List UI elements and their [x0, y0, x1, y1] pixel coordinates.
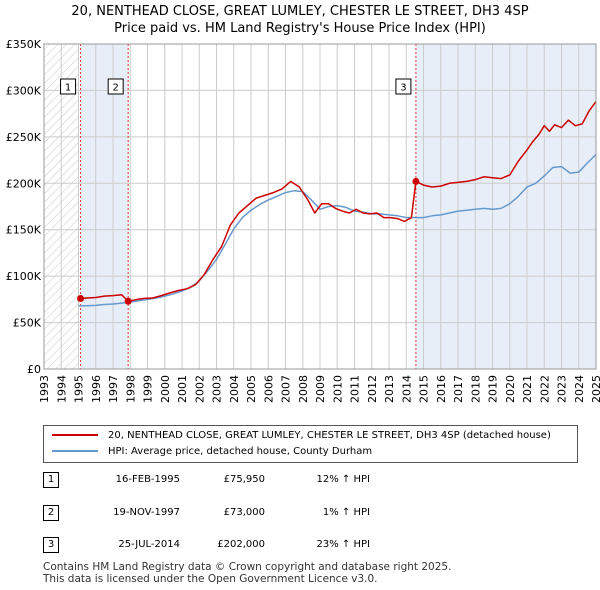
x-tick-label: 2017 [452, 375, 465, 403]
legend-label-property: 20, NENTHEAD CLOSE, GREAT LUMLEY, CHESTE… [108, 430, 551, 441]
x-tick-label: 2010 [331, 375, 344, 403]
x-tick-label: 2003 [211, 375, 224, 403]
chart-title-line2: Price paid vs. HM Land Registry's House … [114, 21, 486, 36]
series-line-hpi [78, 153, 597, 307]
legend-swatch-property [52, 434, 98, 436]
x-tick-label: 2018 [469, 375, 482, 403]
table-row: 1 16-FEB-1995 £75,950 12% ↑ HPI [0, 472, 600, 492]
table-row: 3 25-JUL-2014 £202,000 23% ↑ HPI [0, 537, 600, 557]
x-tick-label: 2019 [487, 375, 500, 403]
x-tick-label: 2001 [176, 375, 189, 403]
x-tick-label: 2006 [262, 375, 275, 403]
y-tick-label: £0 [27, 363, 41, 376]
x-tick-label: 1997 [107, 375, 120, 403]
sale-hpi-diff: 1% ↑ HPI [322, 507, 370, 518]
x-tick-label: 1996 [90, 375, 103, 403]
sale-point-1 [77, 294, 85, 302]
x-tick-label: 2020 [504, 375, 517, 403]
x-tick-label: 2008 [297, 375, 310, 403]
x-tick-label: 2007 [280, 375, 293, 403]
x-tick-label: 2015 [418, 375, 431, 403]
sale-price: £75,950 [223, 474, 265, 485]
x-tick-label: 2009 [314, 375, 327, 403]
sale-date: 16-FEB-1995 [115, 474, 180, 485]
x-tick-label: 2014 [400, 375, 413, 403]
x-tick-label: 1994 [55, 375, 68, 403]
sale-marker-label-3: 3 [400, 83, 406, 94]
sale-marker-box-3 [395, 78, 412, 95]
footer-copyright: Contains HM Land Registry data © Crown c… [43, 561, 452, 573]
plot-frame [43, 43, 597, 370]
shaded-range-1 [80, 44, 129, 369]
sale-marker-badge: 2 [43, 505, 59, 521]
table-row: 2 19-NOV-1997 £73,000 1% ↑ HPI [0, 505, 600, 525]
chart-legend: 20, NENTHEAD CLOSE, GREAT LUMLEY, CHESTE… [43, 425, 578, 463]
x-tick-label: 2000 [159, 375, 172, 403]
sale-marker-label-2: 2 [112, 83, 118, 94]
legend-swatch-hpi [52, 450, 98, 452]
x-tick-label: 1995 [73, 375, 86, 403]
legend-item-hpi: HPI: Average price, detached house, Coun… [52, 444, 372, 460]
sale-marker-label-1: 1 [65, 83, 71, 94]
sale-marker-box-2 [107, 78, 124, 95]
x-tick-label: 1993 [38, 375, 51, 403]
y-tick-label: £100K [6, 270, 42, 283]
y-tick-label: £300K [6, 84, 42, 97]
x-tick-label: 2002 [193, 375, 206, 403]
y-tick-label: £200K [6, 177, 42, 190]
x-tick-label: 2025 [590, 375, 600, 403]
sale-hpi-diff: 12% ↑ HPI [316, 474, 370, 485]
legend-item-property: 20, NENTHEAD CLOSE, GREAT LUMLEY, CHESTE… [52, 428, 551, 444]
sale-marker-badge: 1 [43, 472, 59, 488]
sale-point-2 [124, 297, 132, 305]
y-tick-label: £350K [6, 38, 42, 51]
x-tick-label: 2024 [573, 375, 586, 403]
footer-licence: This data is licensed under the Open Gov… [43, 573, 378, 585]
sale-price: £73,000 [223, 507, 265, 518]
legend-label-hpi: HPI: Average price, detached house, Coun… [108, 446, 373, 457]
sale-point-3 [412, 177, 420, 185]
sale-marker-badge: 3 [43, 537, 59, 553]
x-tick-label: 2022 [538, 375, 551, 403]
x-tick-label: 2012 [366, 375, 379, 403]
x-tick-label: 1999 [142, 375, 155, 403]
x-tick-label: 2004 [228, 375, 241, 403]
chart-title-line1: 20, NENTHEAD CLOSE, GREAT LUMLEY, CHESTE… [71, 4, 529, 19]
sale-date: 25-JUL-2014 [118, 539, 180, 550]
y-tick-label: £150K [6, 224, 42, 237]
x-tick-label: 2023 [556, 375, 569, 403]
sale-date: 19-NOV-1997 [113, 507, 180, 518]
price-chart: 1 2 3 £0 £50K £100K £150K £200K £250K £300K £350K 1… [6, 38, 600, 403]
sale-hpi-diff: 23% ↑ HPI [316, 539, 370, 550]
x-tick-label: 1998 [124, 375, 137, 403]
x-tick-label: 2021 [521, 375, 534, 403]
x-tick-label: 2016 [435, 375, 448, 403]
x-tick-label: 2005 [245, 375, 258, 403]
series-line-property [80, 101, 597, 302]
x-tick-label: 2013 [383, 375, 396, 403]
sale-marker-box-1 [60, 78, 77, 95]
sale-price: £202,000 [217, 539, 265, 550]
y-tick-label: £50K [13, 317, 42, 330]
y-tick-label: £250K [6, 131, 42, 144]
x-tick-label: 2011 [349, 375, 362, 403]
